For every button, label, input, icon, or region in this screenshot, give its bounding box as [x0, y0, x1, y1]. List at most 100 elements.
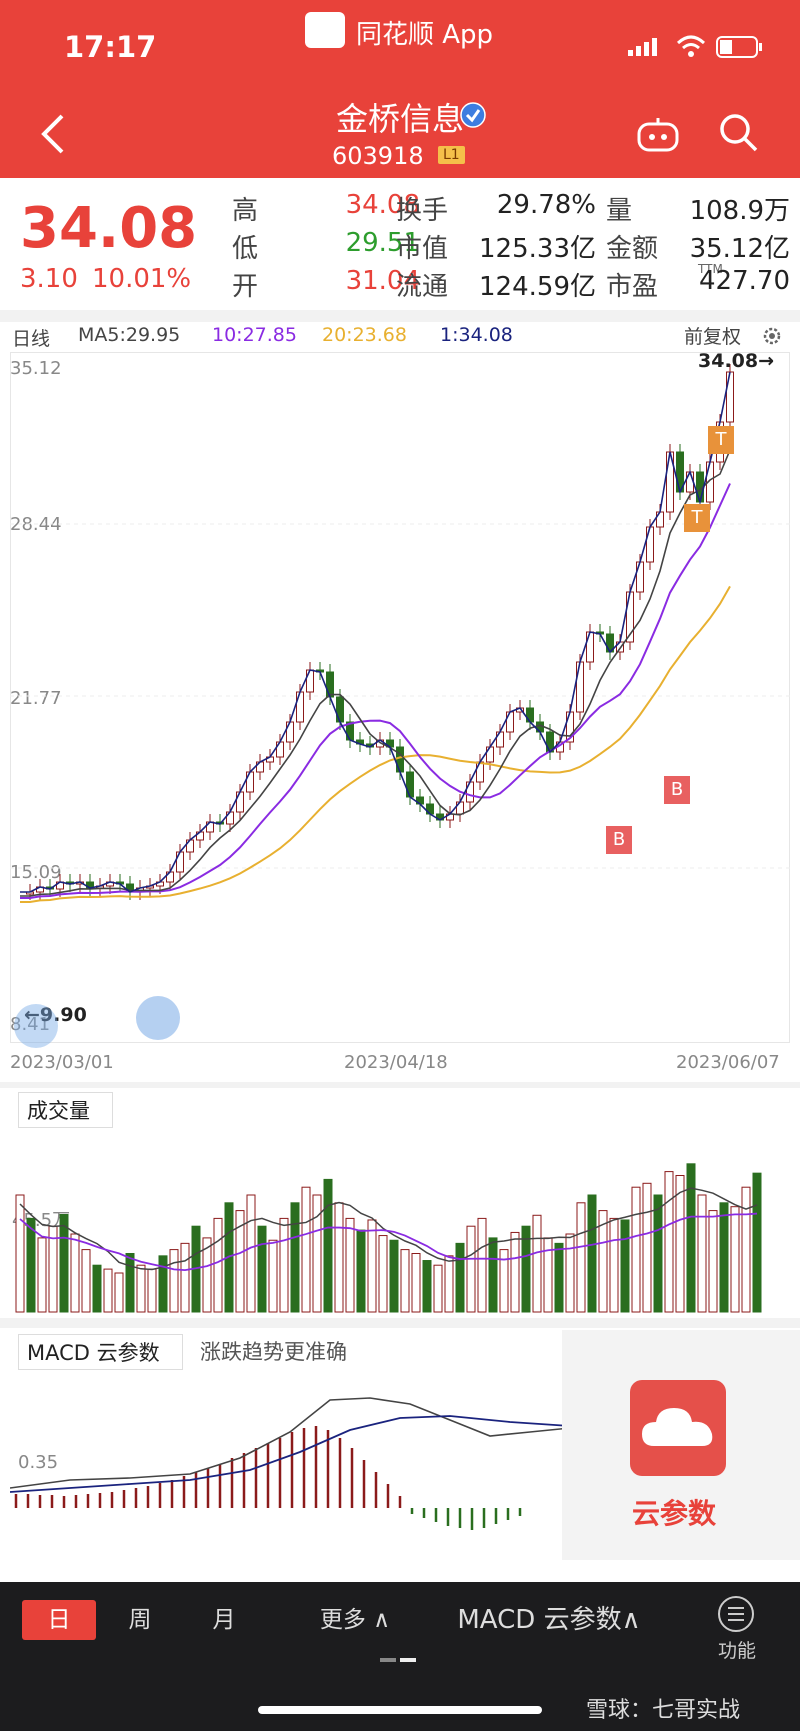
tab-week[interactable]: 周 [128, 1607, 152, 1633]
volume-chart [15, 1163, 762, 1313]
back-icon[interactable] [38, 112, 68, 156]
volume-bar [334, 1202, 344, 1313]
volume-bar [664, 1171, 674, 1313]
period-label: 日线 [12, 328, 51, 350]
expand-icon[interactable] [136, 996, 180, 1040]
stock-name: 金桥信息 [335, 100, 464, 138]
volume-bar [510, 1231, 520, 1313]
volume-bar [92, 1264, 102, 1313]
candle [296, 691, 304, 723]
volume-bar [70, 1233, 80, 1313]
tab-month[interactable]: 月 [212, 1607, 236, 1633]
volume-bar [103, 1268, 113, 1313]
quote-label: 开 [232, 272, 259, 302]
candlestick-chart[interactable] [10, 352, 790, 1044]
price-axis-label: 8.41 [10, 1014, 51, 1035]
candle [326, 671, 334, 698]
t-marker: T [708, 426, 734, 454]
page-indicator [380, 1658, 396, 1662]
home-indicator [258, 1706, 542, 1714]
volume-bar [444, 1255, 454, 1313]
cloud-params-label[interactable]: 云参数 [632, 1497, 717, 1530]
quote-label: 低 [232, 234, 259, 264]
macd-params-button[interactable]: MACD 云参数∧ [457, 1605, 641, 1635]
volume-bar [598, 1210, 608, 1313]
robot-assistant-icon[interactable] [636, 116, 680, 152]
status-time: 17:17 [64, 30, 157, 64]
ma1-label: 1:34.08 [440, 324, 513, 346]
volume-bar [301, 1186, 311, 1313]
volume-bar [290, 1202, 300, 1313]
app-header [0, 0, 800, 178]
divider [0, 310, 800, 322]
volume-bar [367, 1219, 377, 1313]
candle [176, 851, 184, 873]
page-indicator-active [400, 1658, 416, 1662]
volume-bar [378, 1235, 388, 1313]
volume-bar [323, 1178, 333, 1313]
date-axis-label: 2023/04/18 [344, 1052, 448, 1073]
quote-value: 29.78% [496, 190, 596, 220]
quote-value: 124.59亿 [479, 272, 596, 302]
volume-bar [719, 1202, 729, 1313]
function-label[interactable]: 功能 [718, 1640, 757, 1662]
volume-bar [708, 1210, 718, 1313]
volume-bar [312, 1194, 322, 1313]
volume-bar [499, 1249, 509, 1313]
cloud-icon[interactable] [630, 1380, 726, 1476]
quote-value: 125.33亿 [479, 234, 596, 264]
wifi-icon [676, 35, 706, 57]
divider [0, 1318, 800, 1328]
b-marker: B [664, 776, 690, 804]
ttm-superscript: TTM [698, 262, 723, 276]
quote-label: 市盈 [606, 272, 659, 302]
volume-bar [257, 1225, 267, 1313]
volume-bar [631, 1186, 641, 1313]
app-logo-icon [305, 12, 345, 48]
candle [286, 721, 294, 743]
collapse-icon[interactable] [14, 1004, 58, 1048]
volume-bar [136, 1264, 146, 1313]
settings-icon[interactable] [760, 324, 784, 348]
candle [246, 771, 254, 793]
volume-bar [653, 1194, 663, 1313]
ma5-label: MA5:29.95 [78, 324, 181, 346]
candle [396, 746, 404, 773]
volume-bar [543, 1237, 553, 1313]
macd-indicator-selector[interactable]: MACD 云参数 [18, 1334, 183, 1370]
watermark: 雪球：七哥实战 [586, 1698, 741, 1723]
volume-bar [433, 1264, 443, 1313]
date-axis-label: 2023/06/07 [676, 1052, 780, 1073]
quote-value: 35.12亿 [689, 234, 790, 264]
volume-bar [345, 1217, 355, 1313]
volume-bar [752, 1172, 762, 1313]
volume-bar [422, 1260, 432, 1313]
volume-bar [488, 1237, 498, 1313]
tab-more[interactable]: 更多 ∧ [319, 1607, 391, 1633]
volume-bar [26, 1217, 36, 1313]
volume-bar [235, 1210, 245, 1313]
volume-indicator-selector[interactable]: 成交量 [18, 1092, 113, 1128]
low-price-annotation: ←9.90 [24, 1004, 87, 1026]
macd-subtitle: 涨跌趋势更准确 [200, 1340, 347, 1364]
volume-bar [675, 1175, 685, 1313]
volume-bar [389, 1239, 399, 1313]
candle [586, 631, 594, 663]
volume-bar [246, 1194, 256, 1313]
search-icon[interactable] [718, 112, 758, 152]
candle [646, 526, 654, 563]
price-axis-label: 15.09 [10, 862, 62, 883]
quote-label: 换手 [396, 196, 449, 226]
tab-day[interactable]: 日 [22, 1600, 96, 1640]
volume-bar [565, 1233, 575, 1313]
volume-bar [620, 1219, 630, 1313]
volume-bar [455, 1242, 465, 1313]
quote-value: 34.08 [345, 190, 420, 220]
function-icon[interactable] [716, 1594, 756, 1634]
candle [636, 561, 644, 593]
volume-bar [15, 1194, 25, 1313]
t-marker: T [684, 504, 710, 532]
volume-bar [114, 1272, 124, 1313]
adjust-selector[interactable]: 前复权 [684, 326, 742, 348]
volume-bar [466, 1225, 476, 1313]
